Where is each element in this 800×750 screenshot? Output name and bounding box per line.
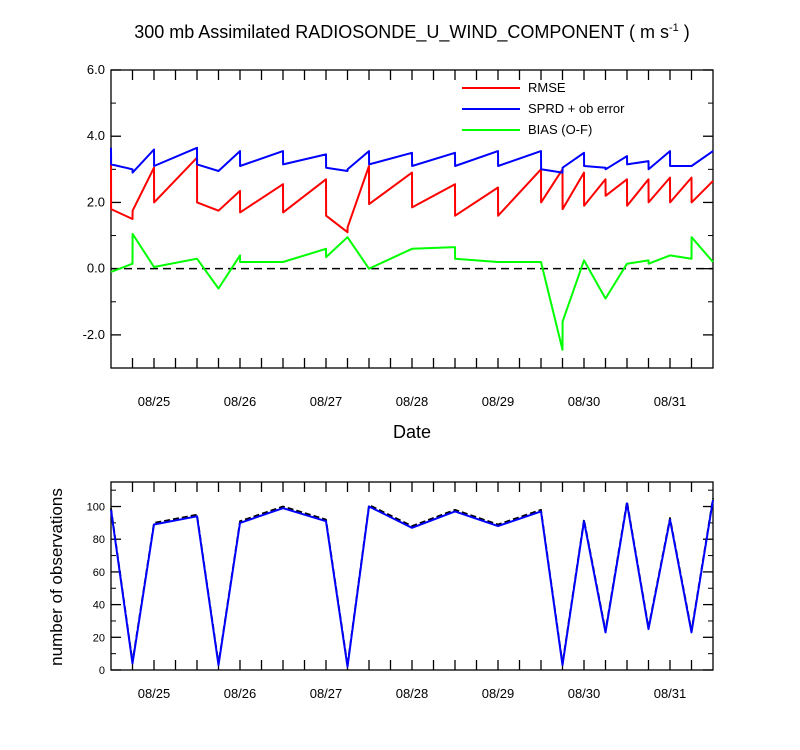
bottom-y-tick-label: 0: [99, 665, 105, 677]
bottom-y-tick-label: 100: [87, 502, 105, 514]
bottom-y-tick-label: 40: [93, 600, 105, 612]
bottom-y-axis-label: number of observations: [47, 488, 66, 666]
top-x-tick-label: 08/25: [138, 394, 171, 409]
legend-label-1: SPRD + ob error: [528, 101, 625, 116]
top-y-tick-label: 2.0: [87, 194, 105, 209]
top-series-rmse: [110, 149, 714, 234]
bottom-x-tick-label: 08/31: [654, 686, 687, 701]
top-x-tick-label: 08/31: [654, 394, 687, 409]
top-x-tick-label: 08/27: [310, 394, 343, 409]
top-plot-panel: 08/25 08/26 08/27 08/28 08/29 08/30 08/31 -2.0 0…: [83, 62, 714, 409]
top-series-bias-o-f-: [110, 232, 714, 351]
bottom-x-tick-label: 08/27: [310, 686, 343, 701]
top-y-tick-label: 6.0: [87, 62, 105, 77]
top-x-tick-label: 08/30: [568, 394, 601, 409]
top-x-tick-label: 08/26: [224, 394, 257, 409]
legend-label-2: BIAS (O-F): [528, 122, 592, 137]
bottom-plot-panel: 08/25 08/26 08/27 08/28 08/29 08/30 08/31 0 20 40…: [87, 481, 714, 701]
top-y-tick-label: -2.0: [83, 327, 105, 342]
bottom-x-tick-label: 08/28: [396, 686, 429, 701]
bottom-x-tick-label: 08/25: [138, 686, 171, 701]
bottom-x-tick-label: 08/29: [482, 686, 515, 701]
bottom-series-used-observations: [110, 499, 714, 668]
top-y-tick-label: 0.0: [87, 261, 105, 276]
top-x-tick-label: 08/28: [396, 394, 429, 409]
bottom-y-tick-label: 60: [93, 567, 105, 579]
top-x-tick-label: 08/29: [482, 394, 515, 409]
bottom-x-tick-label: 08/26: [224, 686, 257, 701]
bottom-x-tick-label: 08/30: [568, 686, 601, 701]
legend-label-0: RMSE: [528, 80, 566, 95]
bottom-y-tick-label: 80: [93, 534, 105, 546]
top-x-axis-label: Date: [393, 422, 431, 442]
bottom-plot-frame: [110, 481, 714, 671]
chart-title: 300 mb Assimilated RADIOSONDE_U_WIND_COM…: [134, 22, 690, 43]
top-y-tick-label: 4.0: [87, 128, 105, 143]
bottom-y-tick-label: 20: [93, 632, 105, 644]
top-series-sprd-ob-error: [110, 146, 714, 174]
